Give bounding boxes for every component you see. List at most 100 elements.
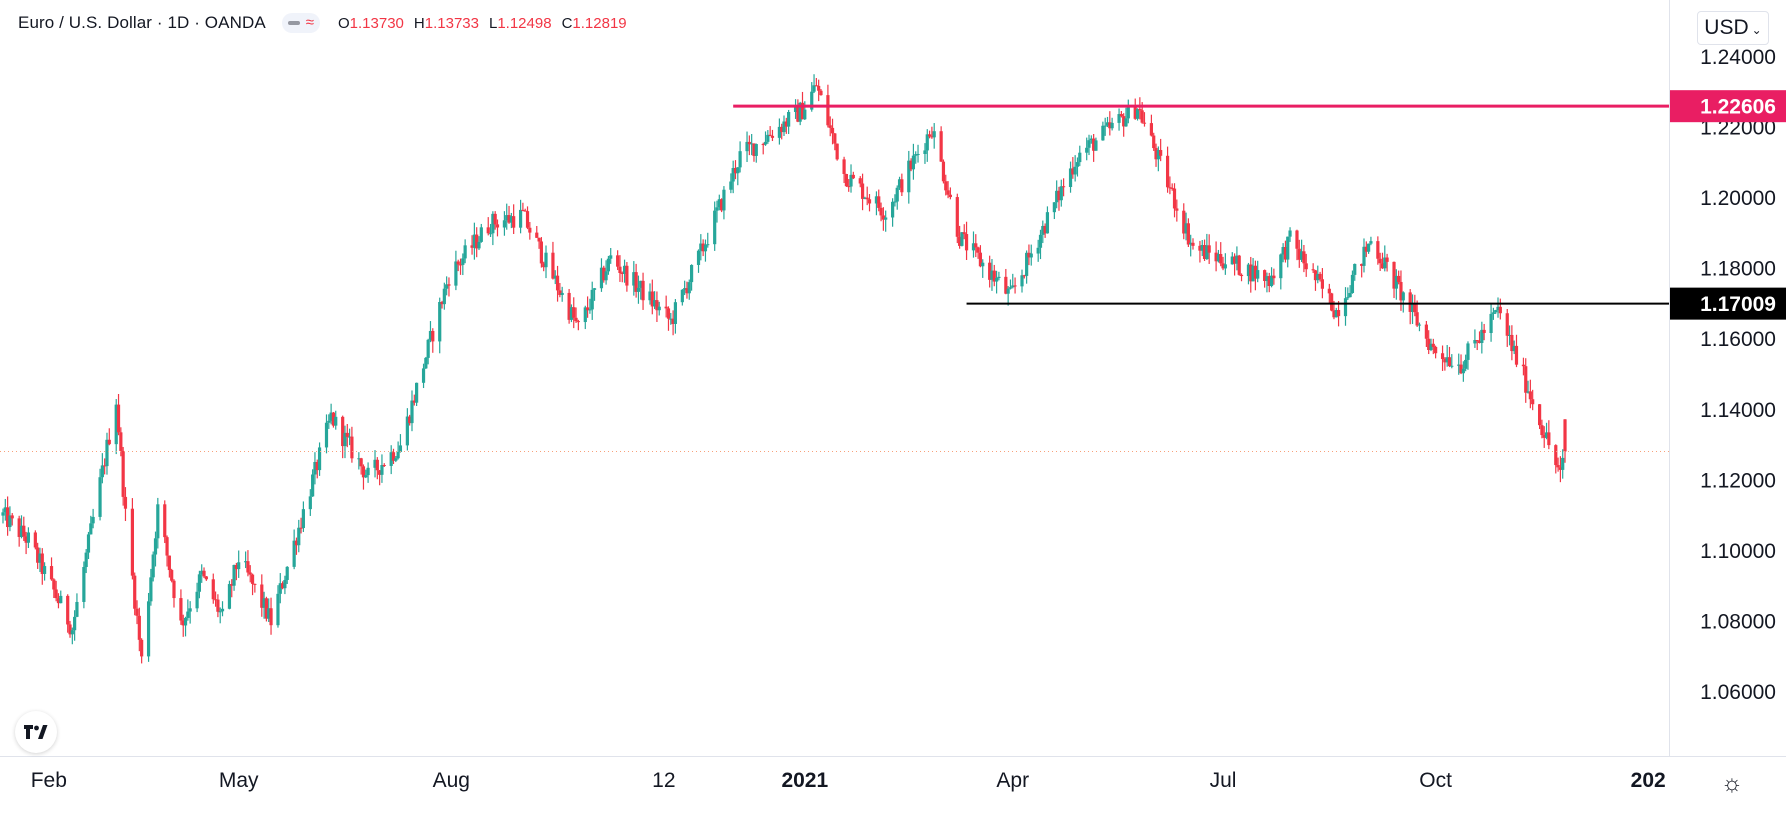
- candle-body[interactable]: [1052, 202, 1056, 213]
- candle-body[interactable]: [341, 416, 345, 447]
- candle-body[interactable]: [405, 416, 409, 446]
- candle-body[interactable]: [1175, 208, 1179, 211]
- candle-body[interactable]: [787, 111, 791, 127]
- candle-body[interactable]: [103, 465, 107, 467]
- candle-body[interactable]: [59, 595, 63, 604]
- candle-body[interactable]: [648, 291, 652, 301]
- candle-body[interactable]: [1133, 104, 1137, 119]
- candle-body[interactable]: [86, 534, 91, 553]
- candle-body[interactable]: [1360, 263, 1364, 266]
- candle-body[interactable]: [1267, 276, 1271, 287]
- candle-body[interactable]: [592, 288, 597, 290]
- candle-body[interactable]: [706, 244, 710, 246]
- candle-body[interactable]: [847, 186, 851, 188]
- candle-body[interactable]: [165, 537, 169, 556]
- candle-body[interactable]: [472, 234, 476, 248]
- candle-body[interactable]: [1563, 419, 1567, 452]
- candle-body[interactable]: [842, 159, 846, 174]
- candle-body[interactable]: [1512, 345, 1516, 352]
- candle-body[interactable]: [1526, 391, 1530, 393]
- candle-body[interactable]: [1482, 329, 1486, 334]
- candle-body[interactable]: [844, 173, 848, 187]
- candle-body[interactable]: [1540, 425, 1544, 436]
- candle-body[interactable]: [1256, 270, 1260, 279]
- candle-body[interactable]: [990, 270, 994, 280]
- candle-body[interactable]: [835, 143, 839, 160]
- candle-body[interactable]: [1320, 279, 1324, 289]
- candle-body[interactable]: [518, 209, 523, 228]
- candle-body[interactable]: [24, 536, 28, 543]
- candle-body[interactable]: [927, 134, 932, 137]
- candle-body[interactable]: [1561, 457, 1565, 470]
- candle-body[interactable]: [1045, 212, 1050, 234]
- candle-body[interactable]: [655, 300, 659, 311]
- candle-body[interactable]: [826, 95, 830, 126]
- candle-body[interactable]: [1200, 245, 1204, 251]
- candle-body[interactable]: [884, 217, 888, 220]
- candle-body[interactable]: [1101, 125, 1105, 141]
- candle-body[interactable]: [52, 579, 56, 590]
- candle-body[interactable]: [955, 197, 959, 237]
- candle-body[interactable]: [1122, 116, 1126, 127]
- candle-body[interactable]: [812, 85, 816, 92]
- candle-body[interactable]: [230, 584, 234, 586]
- candle-body[interactable]: [343, 432, 347, 447]
- candle-body[interactable]: [42, 566, 47, 574]
- candle-body[interactable]: [253, 583, 257, 585]
- candle-body[interactable]: [666, 308, 671, 319]
- candle-body[interactable]: [244, 561, 248, 563]
- candle-body[interactable]: [1089, 138, 1093, 141]
- candle-body[interactable]: [992, 270, 996, 282]
- candle-body[interactable]: [1336, 310, 1341, 317]
- candle-body[interactable]: [932, 131, 936, 138]
- candle-body[interactable]: [105, 439, 109, 467]
- candle-body[interactable]: [447, 284, 451, 286]
- candle-body[interactable]: [213, 599, 218, 601]
- candle-body[interactable]: [745, 141, 749, 152]
- candle-body[interactable]: [1364, 246, 1368, 252]
- candle-body[interactable]: [54, 589, 58, 599]
- candle-body[interactable]: [720, 199, 724, 211]
- candle-body[interactable]: [1156, 150, 1160, 160]
- candle-body[interactable]: [606, 258, 610, 272]
- candle-body[interactable]: [1300, 251, 1304, 260]
- candle-body[interactable]: [488, 233, 493, 235]
- candle-body[interactable]: [1528, 391, 1532, 400]
- candle-body[interactable]: [1431, 343, 1435, 347]
- gear-icon[interactable]: ☼: [1721, 770, 1743, 797]
- candle-body[interactable]: [754, 144, 758, 156]
- candle-body[interactable]: [151, 554, 155, 578]
- candle-body[interactable]: [717, 199, 721, 208]
- candle-body[interactable]: [544, 252, 548, 268]
- candle-body[interactable]: [146, 601, 151, 657]
- candle-body[interactable]: [1507, 334, 1512, 336]
- candle-body[interactable]: [505, 215, 509, 221]
- candle-body[interactable]: [671, 318, 675, 324]
- candle-body[interactable]: [997, 276, 1001, 279]
- candle-body[interactable]: [186, 611, 190, 618]
- candle-body[interactable]: [1464, 359, 1468, 369]
- candle-body[interactable]: [276, 593, 280, 626]
- candle-body[interactable]: [1006, 288, 1010, 294]
- candle-body[interactable]: [424, 357, 428, 369]
- candle-body[interactable]: [747, 141, 751, 145]
- candle-body[interactable]: [410, 400, 414, 424]
- candle-body[interactable]: [907, 160, 911, 193]
- candle-body[interactable]: [1330, 293, 1334, 311]
- candle-body[interactable]: [1380, 263, 1385, 269]
- candle-body[interactable]: [361, 466, 366, 478]
- candle-body[interactable]: [1239, 274, 1244, 277]
- candle-body[interactable]: [299, 527, 303, 529]
- candle-body[interactable]: [683, 288, 687, 290]
- candle-body[interactable]: [1318, 273, 1322, 280]
- candle-body[interactable]: [558, 290, 562, 295]
- candle-body[interactable]: [803, 109, 807, 120]
- candle-body[interactable]: [1027, 252, 1031, 258]
- candle-body[interactable]: [172, 580, 176, 599]
- candle-body[interactable]: [1251, 265, 1255, 282]
- candle-body[interactable]: [1316, 273, 1320, 281]
- candle-body[interactable]: [542, 263, 546, 268]
- candle-body[interactable]: [960, 232, 964, 246]
- candle-body[interactable]: [1205, 245, 1209, 260]
- candle-body[interactable]: [204, 576, 208, 580]
